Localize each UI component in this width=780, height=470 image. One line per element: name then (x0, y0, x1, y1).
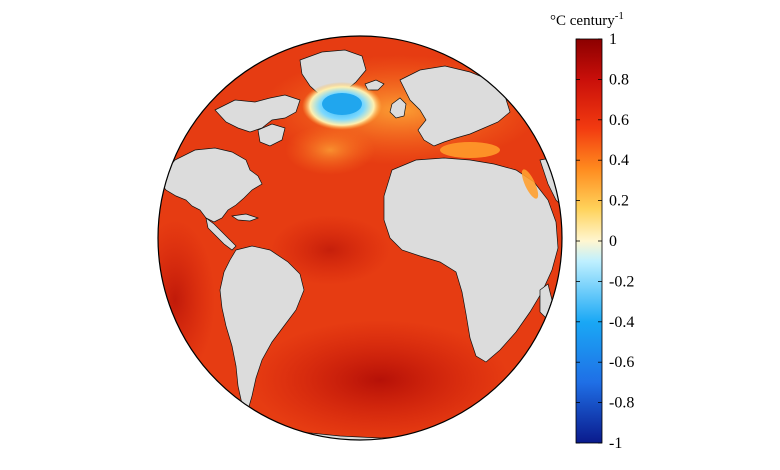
british-isles (389, 97, 407, 119)
warm-north-atlantic (285, 125, 375, 175)
colorbar-tick-label: -1 (609, 435, 622, 452)
colorbar-unit: °C century-1 (550, 10, 624, 29)
colorbar-tick-label: 0.2 (609, 193, 629, 210)
colorbar-tick-label: 0.8 (609, 71, 629, 88)
colorbar-tick-label: 1 (609, 31, 617, 48)
colorbar-tick-label: -0.2 (609, 273, 634, 290)
south-america (219, 245, 305, 411)
africa (383, 157, 559, 363)
mediterranean (440, 142, 500, 158)
colorbar-tick-label: 0.6 (609, 112, 629, 129)
europe (399, 65, 511, 147)
dark-pacific (158, 220, 215, 380)
dark-south-atlantic (250, 320, 510, 440)
colorbar: 1 0.8 0.6 0.4 0.2 0 -0.2 -0.4 -0.6 -0.8 -1 °C cent… (550, 10, 634, 452)
colorbar-tick-label: 0 (609, 233, 617, 250)
red-sea (521, 169, 539, 199)
labrador (257, 123, 286, 147)
colorbar-ticks: 1 0.8 0.6 0.4 0.2 0 -0.2 -0.4 -0.6 -0.8 -1 (576, 31, 634, 452)
globe-outline (157, 35, 563, 441)
colorbar-tick-label: -0.4 (609, 314, 634, 331)
colorbar-tick-label: -0.8 (609, 395, 634, 412)
colorbar-unit-main: °C century (550, 13, 615, 29)
dark-equatorial (270, 215, 390, 285)
colorbar-gradient (575, 38, 603, 444)
canada-north (214, 94, 301, 133)
colorbar-unit-exponent: -1 (615, 10, 624, 22)
colorbar-tick-label: 0.4 (609, 152, 629, 169)
cold-anomaly-core (322, 93, 362, 115)
globe (158, 36, 562, 440)
colorbar-tick-label: -0.6 (609, 354, 634, 371)
central-america (205, 217, 237, 251)
north-america (158, 147, 263, 223)
cuba (231, 213, 260, 222)
